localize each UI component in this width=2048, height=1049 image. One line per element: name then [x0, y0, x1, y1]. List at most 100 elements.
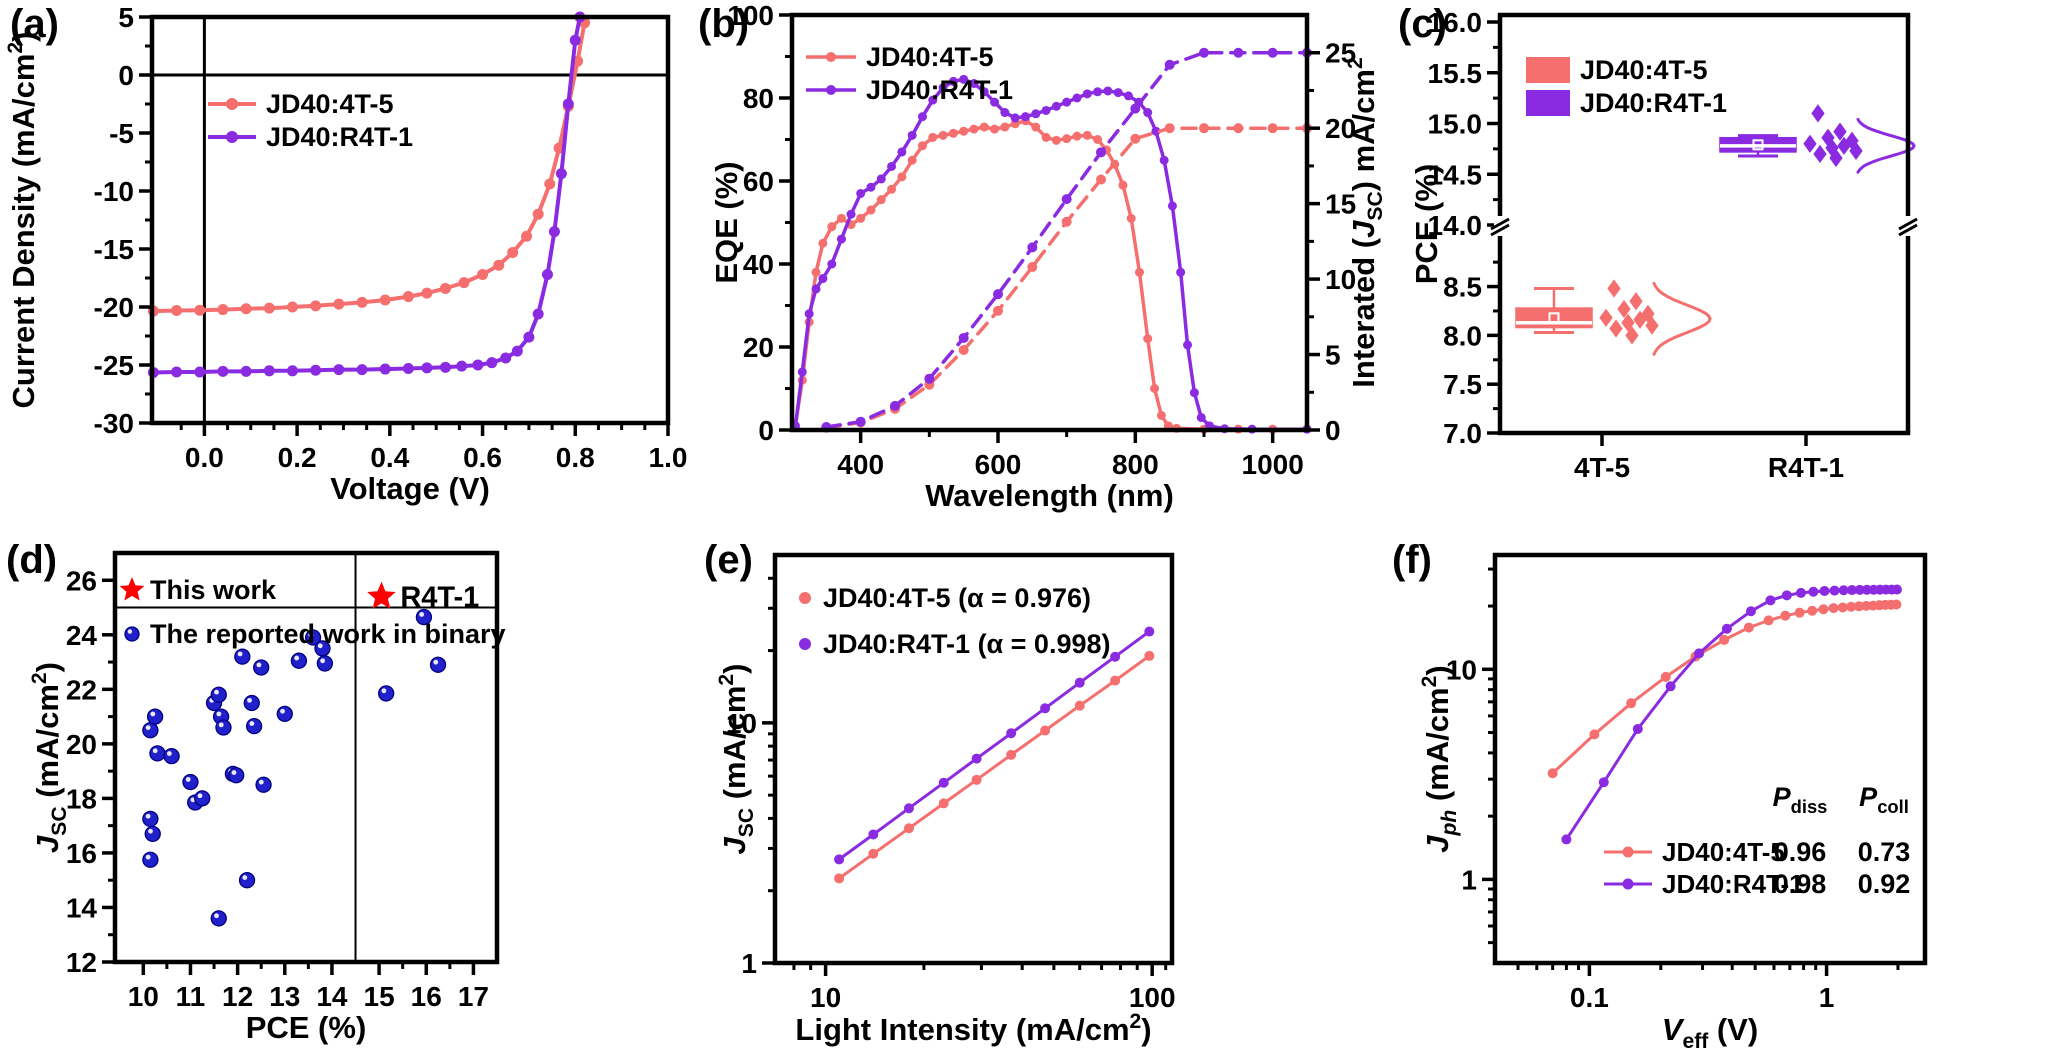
svg-text:25: 25	[1325, 38, 1356, 69]
svg-text:0.96: 0.96	[1774, 837, 1827, 867]
svg-text:5: 5	[118, 2, 134, 33]
svg-text:R4T-1: R4T-1	[1768, 452, 1844, 483]
svg-text:0.6: 0.6	[463, 442, 502, 473]
svg-text:14.0: 14.0	[1428, 210, 1483, 241]
svg-text:0.73: 0.73	[1858, 837, 1911, 867]
svg-text:7.0: 7.0	[1443, 418, 1482, 449]
svg-text:1.0: 1.0	[649, 442, 688, 473]
svg-text:14: 14	[66, 892, 98, 923]
svg-text:JSC (mA/cm2): JSC (mA/cm2)	[28, 662, 71, 853]
svg-text:5: 5	[1325, 340, 1341, 371]
svg-text:JD40:4T-5: JD40:4T-5	[866, 42, 994, 72]
svg-text:Wavelength (nm): Wavelength (nm)	[925, 478, 1174, 513]
svg-text:0: 0	[758, 415, 774, 446]
svg-text:JD40:R4T-1: JD40:R4T-1	[266, 122, 413, 152]
svg-text:12: 12	[222, 981, 253, 1012]
svg-text:JD40:4T-5: JD40:4T-5	[1662, 837, 1785, 867]
svg-text:10: 10	[1446, 654, 1477, 685]
svg-text:JD40:R4T-1: JD40:R4T-1	[1662, 869, 1804, 899]
svg-text:0.98: 0.98	[1774, 869, 1827, 899]
svg-text:1000: 1000	[1242, 449, 1304, 480]
svg-text:Light Intensity (mA/cm2): Light Intensity (mA/cm2)	[795, 1010, 1151, 1047]
svg-text:8.0: 8.0	[1443, 320, 1482, 351]
svg-text:PCE (%): PCE (%)	[246, 1010, 367, 1045]
svg-text:600: 600	[975, 449, 1022, 480]
svg-text:Pcoll: Pcoll	[1859, 782, 1909, 817]
svg-text:EQE (%): EQE (%)	[709, 161, 744, 283]
svg-text:16.0: 16.0	[1428, 7, 1483, 38]
svg-text:80: 80	[743, 83, 774, 114]
svg-text:100: 100	[727, 0, 774, 31]
svg-text:800: 800	[1112, 449, 1159, 480]
svg-text:0.0: 0.0	[185, 442, 224, 473]
svg-text:16: 16	[66, 838, 97, 869]
panel-e-legend: JD40:4T-5 (α = 0.976) JD40:R4T-1 (α = 0.9…	[799, 583, 1110, 659]
svg-text:60: 60	[743, 166, 774, 197]
svg-text:Interated (JSC) mA/cm2: Interated (JSC) mA/cm2	[1344, 57, 1387, 387]
svg-text:10: 10	[726, 708, 757, 739]
svg-text:JD40:R4T-1 (α = 0.998): JD40:R4T-1 (α = 0.998)	[823, 629, 1110, 659]
svg-text:10: 10	[810, 982, 841, 1013]
svg-text:14.5: 14.5	[1428, 159, 1483, 190]
svg-text:24: 24	[66, 620, 98, 651]
svg-text:20: 20	[743, 332, 774, 363]
panel-d-legend: This work The reported work in binary	[119, 575, 506, 649]
svg-text:0: 0	[1325, 415, 1341, 446]
svg-text:0.2: 0.2	[278, 442, 317, 473]
svg-text:16: 16	[411, 981, 442, 1012]
svg-text:Pdiss: Pdiss	[1773, 782, 1828, 817]
panel-label-f: (f)	[1392, 538, 1432, 582]
svg-text:12: 12	[66, 947, 97, 978]
svg-text:-15: -15	[94, 234, 134, 265]
panel-label-c: (c)	[1398, 2, 1447, 46]
svg-text:0: 0	[118, 60, 134, 91]
svg-text:400: 400	[837, 449, 884, 480]
svg-text:-5: -5	[109, 118, 134, 149]
svg-text:The reported work in binary: The reported work in binary	[150, 619, 506, 649]
svg-text:20: 20	[1325, 113, 1356, 144]
svg-text:10: 10	[128, 981, 159, 1012]
panel-label-e: (e)	[704, 538, 753, 582]
svg-text:Voltage (V): Voltage (V)	[330, 471, 490, 506]
svg-text:15.0: 15.0	[1428, 109, 1483, 140]
panel-c-chart: 4T-5 R4T-1 7.0 7.5 8.0 8.5 14.0 14.5 15.0 15.5 16.…	[1409, 7, 1918, 483]
svg-text:Veff (V): Veff (V)	[1662, 1012, 1758, 1049]
svg-text:11: 11	[176, 981, 206, 1012]
svg-text:0.4: 0.4	[370, 442, 409, 473]
svg-text:0.8: 0.8	[556, 442, 595, 473]
svg-text:22: 22	[66, 674, 97, 705]
panel-a-chart: 0.0 0.2 0.4 0.6 0.8 1.0 5 0 -5 -10 -15 -20 -25 -30 Vol…	[4, 2, 687, 506]
svg-text:PCE (%): PCE (%)	[1409, 164, 1444, 285]
svg-text:10: 10	[1325, 264, 1356, 295]
svg-text:20: 20	[66, 729, 97, 760]
svg-text:JD40:4T-5 (α = 0.976): JD40:4T-5 (α = 0.976)	[823, 583, 1091, 613]
svg-text:8.5: 8.5	[1443, 272, 1482, 303]
svg-text:JD40:R4T-1: JD40:R4T-1	[1580, 88, 1727, 118]
svg-text:-10: -10	[94, 176, 134, 207]
svg-text:JD40:4T-5: JD40:4T-5	[1580, 55, 1708, 85]
panel-label-a: (a)	[10, 2, 59, 46]
svg-text:13: 13	[269, 981, 300, 1012]
svg-text:1: 1	[741, 948, 757, 979]
svg-text:This work: This work	[150, 575, 277, 605]
svg-text:18: 18	[66, 783, 97, 814]
svg-text:Current Density (mA/cm2): Current Density (mA/cm2)	[4, 32, 41, 409]
panel-f-chart: 0.1 1 1 10 Veff (V) Jph (mA/cm2) JD40:4T-5JD40…	[1418, 552, 1928, 1049]
svg-text:15.5: 15.5	[1428, 58, 1483, 89]
svg-text:JSC (mA/cm2): JSC (mA/cm2)	[715, 664, 758, 855]
svg-text:14: 14	[316, 981, 348, 1012]
svg-text:-20: -20	[94, 292, 134, 323]
svg-text:-25: -25	[94, 350, 134, 381]
panel-b-chart: 400 600 800 10000204060801000510152025Wavel…	[709, 0, 1387, 513]
svg-text:17: 17	[458, 981, 489, 1012]
svg-text:7.5: 7.5	[1443, 369, 1482, 400]
svg-text:100: 100	[1129, 982, 1176, 1013]
svg-text:Jph (mA/cm2): Jph (mA/cm2)	[1418, 665, 1461, 852]
svg-text:1: 1	[1461, 864, 1477, 895]
